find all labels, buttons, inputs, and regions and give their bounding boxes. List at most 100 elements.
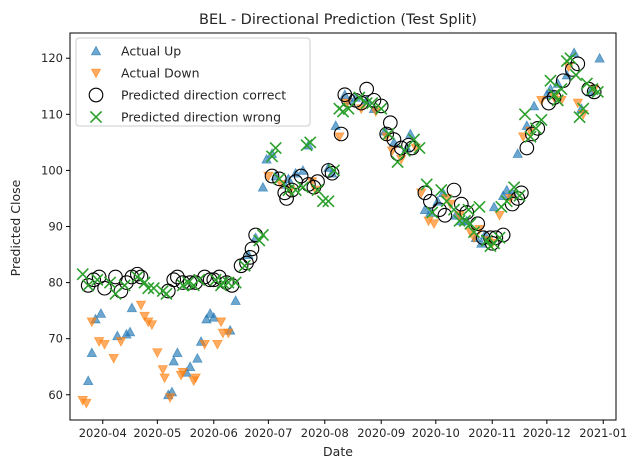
correct-prediction-point [284,182,300,198]
wrong-prediction-point [518,108,532,121]
wrong-prediction-point [524,130,537,143]
wrong-prediction-point [91,273,104,286]
actual-down-point [159,373,170,384]
wrong-prediction-point [142,282,155,295]
actual-down-point [223,328,234,339]
correct-prediction-point [264,168,280,184]
wrong-prediction-point [569,68,583,82]
actual-down-point [334,132,345,143]
x-tick-label: 2021-01 [579,426,627,440]
correct-prediction-point [586,84,602,100]
wrong-prediction-point [82,279,95,292]
actual-down-point [212,339,223,350]
legend-label: Predicted direction wrong [121,110,281,125]
wrong-prediction-point [544,74,557,87]
actual-down-point [428,219,440,230]
actual-down-point [157,365,169,375]
wrong-prediction-point [103,276,117,289]
wrong-prediction-point [147,282,160,295]
wrong-prediction-point [473,200,486,214]
x-tick-label: 2020-09 [357,426,405,440]
actual-up-point [192,352,203,363]
correct-prediction-point [423,193,438,209]
correct-prediction-point [333,126,349,142]
wrong-prediction-point [551,94,564,107]
wrong-prediction-point [322,195,335,208]
actual-up-point [497,190,509,200]
legend-marker [90,68,102,79]
wrong-prediction-point [464,217,477,230]
actual-down-point [494,210,505,221]
wrong-prediction-point [265,150,279,163]
actual-down-point [263,171,274,182]
chart-title: BEL - Directional Prediction (Test Split… [199,12,477,28]
wrong-prediction-point [289,183,302,197]
wrong-prediction-point [216,276,230,289]
correct-prediction-point [271,171,287,187]
correct-prediction-point [359,81,375,97]
wrong-prediction-point [253,234,266,247]
y-tick-label: 70 [48,332,63,346]
wrong-prediction-point [327,164,341,177]
correct-prediction-point [113,283,129,299]
actual-up-point [568,47,580,57]
correct-prediction-point [379,126,395,142]
actual-down-point [190,373,201,384]
correct-prediction-point [530,120,546,136]
y-tick-label: 60 [48,388,63,402]
legend-marker [90,45,102,56]
data-marks [76,47,605,409]
correct-prediction-point [119,275,134,290]
actual-up-point [208,311,220,322]
correct-prediction-point [514,185,529,201]
actual-up-point [594,52,605,63]
correct-prediction-point [293,168,309,184]
wrong-prediction-point [118,279,131,292]
y-tick-label: 90 [48,220,63,234]
wrong-prediction-point [229,276,242,289]
correct-prediction-point [366,92,382,108]
correct-prediction-point [401,137,416,153]
x-tick-label: 2020-10 [412,426,460,440]
correct-prediction-point [321,163,336,178]
wrong-prediction-point [269,141,282,155]
legend-marker [88,87,104,103]
actual-up-point [230,295,241,305]
actual-up-point [172,347,183,358]
wrong-prediction-point [435,183,448,197]
wrong-prediction-point [577,102,590,115]
wrong-prediction-point [365,96,379,110]
x-tick-label: 2020-11 [468,426,516,440]
correct-prediction-point [446,182,462,198]
wrong-prediction-point [391,155,404,169]
wrong-prediction-point [311,183,324,197]
actual-up-point [257,181,269,192]
wrong-prediction-point [467,225,481,239]
axes: 2020-04 2020-05 2020-06 2020-07 2020-08 2020-… [41,51,627,440]
wrong-prediction-point [462,203,475,216]
actual-up-point [124,326,136,337]
wrong-prediction-point [304,136,317,149]
correct-prediction-point [244,241,260,257]
x-tick-label: 2020-12 [523,426,571,440]
wrong-prediction-point [500,195,513,208]
correct-prediction-point [133,269,149,285]
y-tick-label: 120 [41,51,63,65]
y-tick-label: 110 [41,107,63,121]
correct-prediction-point [432,202,447,218]
actual-down-point [115,337,127,347]
actual-down-point [152,348,163,359]
correct-prediction-point [386,132,402,147]
legend-label: Predicted direction correct [121,88,286,103]
actual-up-point [488,201,500,212]
wrong-prediction-point [238,259,251,272]
correct-prediction-point [310,174,325,189]
wrong-prediction-point [160,287,173,300]
wrong-prediction-point [382,127,395,141]
wrong-prediction-point [591,85,604,99]
y-axis-label: Predicted Close [8,179,23,276]
correct-prediction-point [524,126,540,142]
wrong-prediction-point [420,178,433,191]
actual-down-point [215,317,227,328]
x-tick-label: 2020-08 [301,426,349,440]
